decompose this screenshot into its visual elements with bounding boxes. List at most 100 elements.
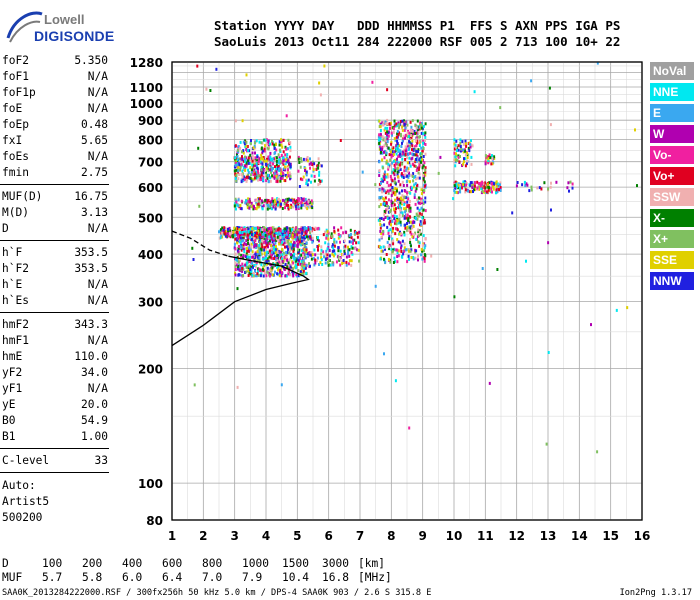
echo-point [317,166,320,170]
echo-point [271,174,274,178]
echo-point [297,199,300,203]
echo-point [391,187,394,191]
echo-point [245,239,248,242]
echo-point [347,262,350,266]
echo-point [294,235,297,239]
echo-point [344,230,347,234]
echo-point [409,191,412,195]
echo-point [235,179,238,183]
echo-point [419,232,422,236]
echo-point [244,155,246,159]
echo-point [245,73,248,77]
echo-point [285,158,288,162]
echo-point [287,230,290,234]
echo-point [391,237,394,241]
echo-point [347,249,350,253]
echo-point [383,156,386,160]
echo-point [239,165,242,169]
echo-point [402,184,405,187]
echo-point [330,232,333,236]
echo-point [259,175,262,179]
echo-point [390,131,393,135]
echo-point [302,254,304,258]
echo-point [571,182,574,186]
echo-point [452,197,455,201]
echo-point [418,214,421,218]
echo-point [496,182,499,186]
echo-point [415,131,418,135]
echo-point [324,261,327,265]
param-value: 2.75 [81,166,108,179]
echo-point [385,122,388,126]
param-name: B0 [2,414,16,427]
echo-point [415,212,418,216]
echo-point [453,142,456,146]
echo-point [471,186,474,190]
echo-point [397,221,400,225]
param-row: hmF2 343.3 [2,318,108,334]
echo-point [413,233,416,237]
echo-point [244,168,247,172]
echo-point [310,180,312,184]
echo-point [251,255,254,259]
echo-point [244,271,247,274]
echo-point [380,232,383,235]
echo-point [417,254,420,258]
echo-point [252,227,255,230]
echo-point [285,147,288,151]
echo-point [345,255,348,259]
echo-point [382,138,385,142]
echo-point [258,197,261,201]
echo-point [305,264,308,268]
echo-point [264,239,267,243]
echo-point [246,255,249,259]
echo-point [382,197,385,201]
echo-point [270,170,272,174]
echo-point [271,207,273,211]
echo-point [566,186,569,190]
echo-point [419,220,422,224]
echo-point [241,169,244,173]
echo-point [280,255,283,259]
echo-point [530,79,533,83]
echo-point [396,196,399,200]
y-tick-label: 400 [138,248,163,262]
echo-point [239,236,242,240]
echo-point [499,106,502,110]
echo-point [251,205,254,209]
echo-point [227,229,230,233]
echo-point [381,187,384,191]
echo-point [381,249,384,253]
echo-point [380,249,383,253]
echo-point [386,217,389,221]
echo-point [484,154,487,158]
param-row: M(D) 3.13 [2,206,108,222]
echo-point [421,257,424,261]
echo-point [484,190,487,194]
echo-point [460,147,462,151]
echo-point [274,251,277,255]
echo-point [423,249,425,253]
echo-point [459,186,462,190]
y-tick-label: 500 [138,211,163,225]
echo-point [412,256,415,259]
echo-point [421,149,424,153]
echo-point [232,235,235,239]
echo-point [379,132,382,136]
echo-point [247,230,250,234]
echo-point [402,173,405,177]
param-row: h`F 353.5 [2,246,108,262]
echo-point [348,259,351,263]
echo-point [378,174,381,177]
echo-point [404,210,407,214]
echo-point [304,236,306,240]
echo-point [417,196,420,200]
echo-point [248,200,251,204]
echo-point [417,176,420,180]
echo-point [234,247,237,251]
echo-point [421,158,423,162]
echo-point [244,230,247,234]
echo-point [401,128,404,132]
echo-point [244,254,247,258]
echo-point [275,174,278,178]
